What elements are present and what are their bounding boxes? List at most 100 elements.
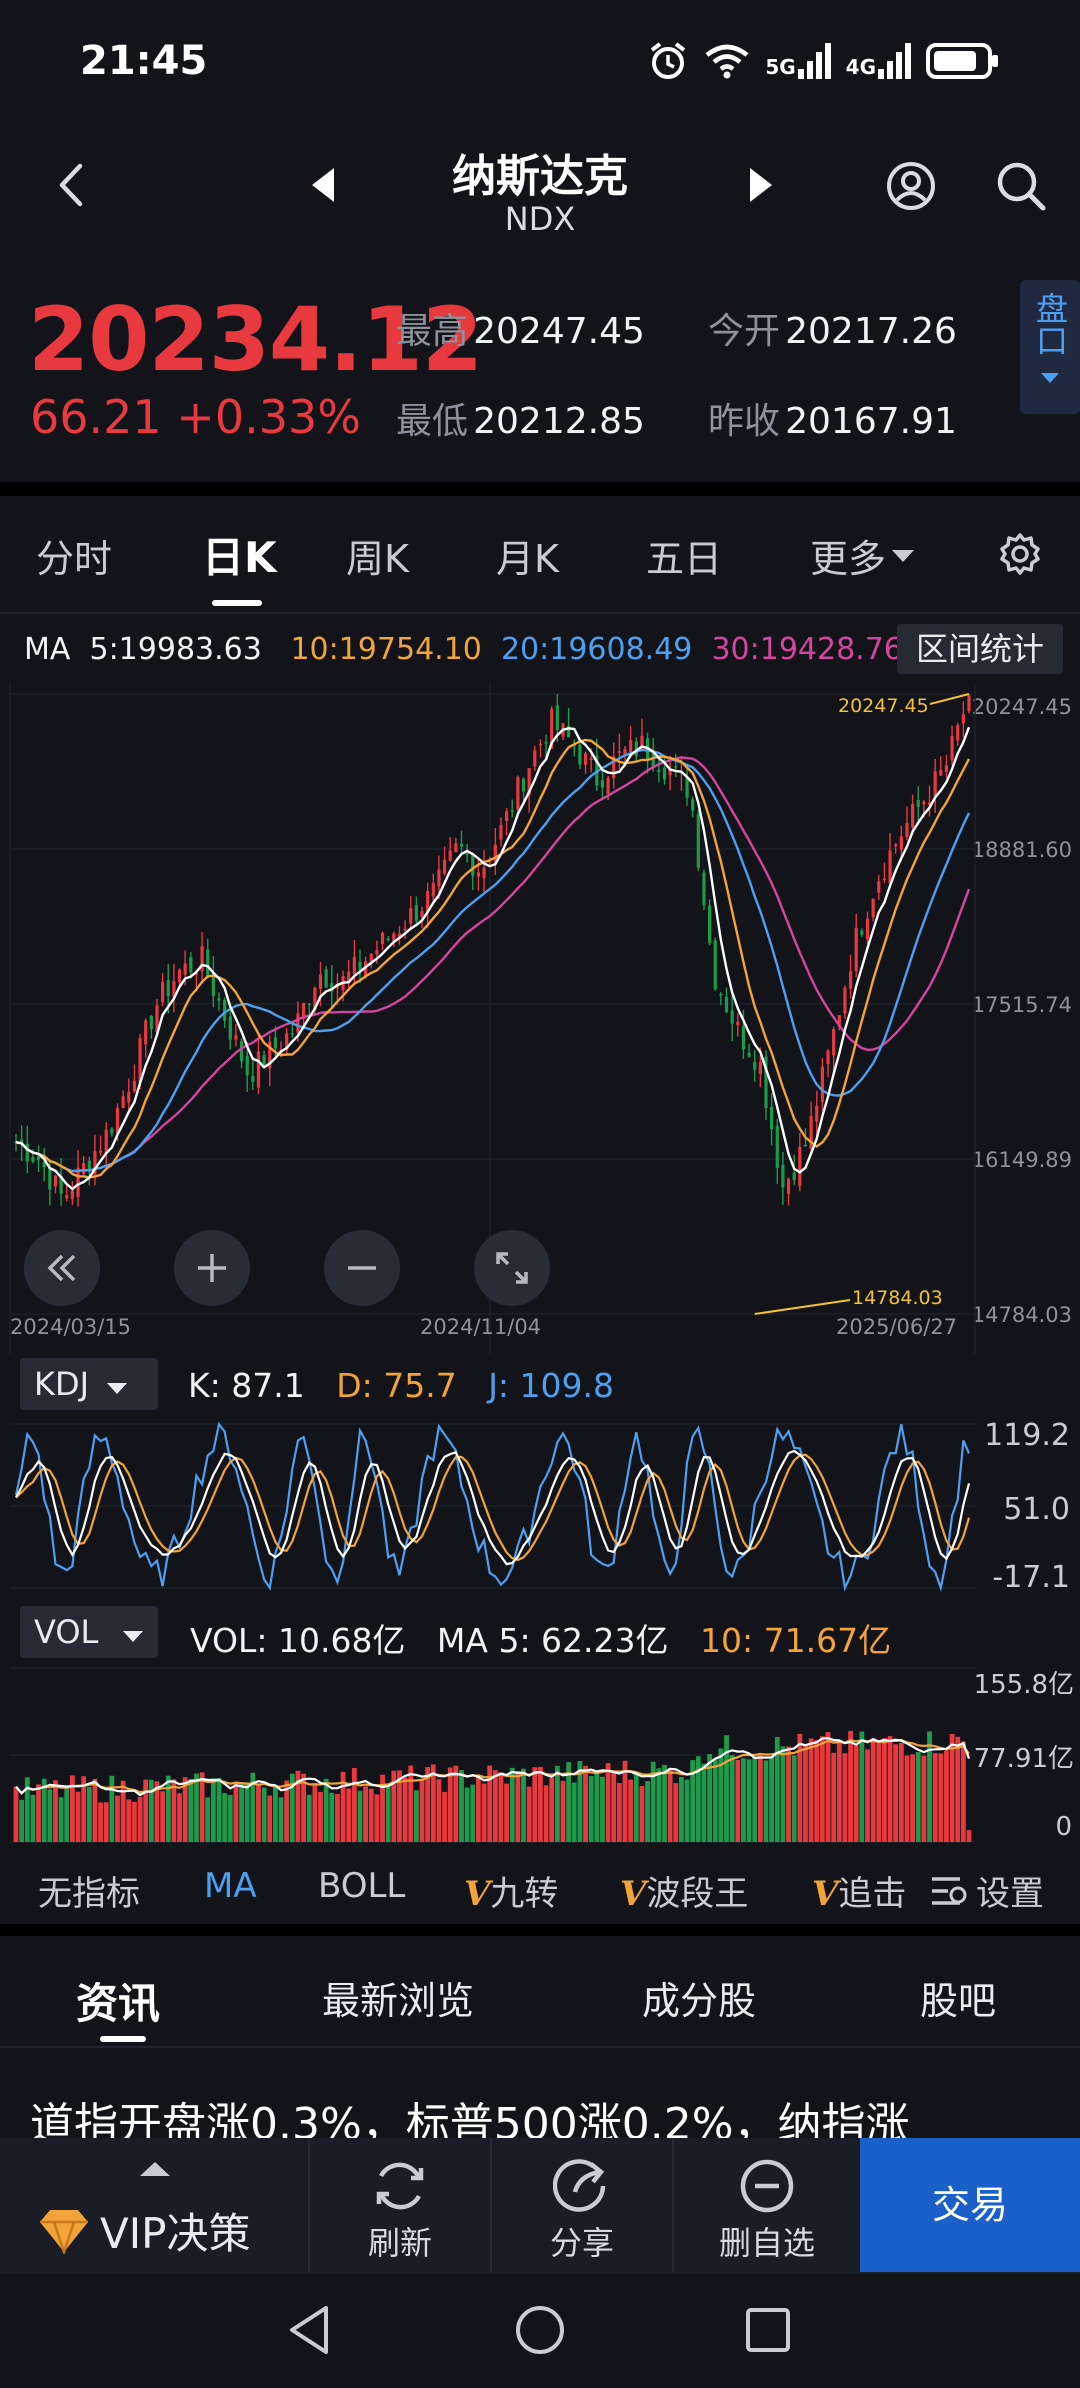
volume-bar xyxy=(205,1797,211,1842)
remove-watchlist-button[interactable]: 删自选 xyxy=(700,2158,834,2264)
candle-body xyxy=(318,974,323,989)
caret-down-icon xyxy=(122,1631,143,1642)
candle-body xyxy=(538,743,543,746)
indicator-settings[interactable]: 设置 xyxy=(930,1866,1044,1915)
nav-home-icon[interactable] xyxy=(514,2304,566,2356)
tab-month-k[interactable]: 月K xyxy=(496,537,559,581)
volume-bar xyxy=(13,1786,19,1842)
share-button[interactable]: 分享 xyxy=(522,2158,642,2264)
candle-body xyxy=(48,1167,52,1190)
indicator-zhuiji[interactable]: V追击 xyxy=(812,1866,906,1915)
volume-bar xyxy=(887,1736,893,1842)
page-title: 纳斯达克 xyxy=(452,151,628,202)
candle-body xyxy=(871,898,875,918)
tab-five-day[interactable]: 五日 xyxy=(646,537,723,581)
y-tick-label: 18881.60 xyxy=(972,838,1072,862)
volume-bar xyxy=(351,1767,357,1842)
account-icon[interactable] xyxy=(885,160,937,212)
network-5g-icon: 5G xyxy=(765,43,831,79)
candle-body xyxy=(927,802,932,805)
volume-bar xyxy=(870,1738,876,1842)
minus-circle-icon xyxy=(740,2159,794,2213)
chevron-up-icon[interactable] xyxy=(140,2160,170,2176)
vol-ma5: MA 5: 62.23亿 xyxy=(436,1621,669,1660)
scroll-left-button[interactable] xyxy=(24,1230,100,1306)
candle-body xyxy=(922,801,926,805)
candle-body xyxy=(809,1116,813,1149)
volume-bar xyxy=(938,1753,944,1842)
trade-button[interactable]: 交易 xyxy=(860,2138,1080,2272)
search-icon[interactable] xyxy=(995,160,1047,212)
candle-body xyxy=(899,836,903,850)
zoom-in-button[interactable] xyxy=(174,1230,250,1306)
high-marker-label: 20247.45 xyxy=(838,695,929,717)
share-label: 分享 xyxy=(549,2224,614,2262)
vip-decision-button[interactable]: VIP决策 xyxy=(38,2200,250,2261)
battery-icon xyxy=(926,43,998,79)
volume-bar xyxy=(120,1780,126,1842)
gear-icon[interactable] xyxy=(998,532,1042,576)
back-icon[interactable] xyxy=(52,160,92,210)
pankou-button[interactable]: 盘口 xyxy=(1020,280,1080,414)
volume-bar xyxy=(848,1730,853,1842)
last-price: 20234.12 xyxy=(28,288,483,391)
volume-bar xyxy=(165,1775,171,1842)
volume-bar xyxy=(735,1759,741,1842)
tab-day-k[interactable]: 日K xyxy=(202,533,277,582)
indicator-ma[interactable]: MA xyxy=(204,1866,257,1906)
plus-icon xyxy=(198,1254,226,1282)
candle-body xyxy=(854,927,858,971)
refresh-button[interactable]: 刷新 xyxy=(340,2158,460,2264)
volume-bar xyxy=(30,1794,36,1842)
volume-bar xyxy=(831,1752,837,1842)
tab-more[interactable]: 更多 xyxy=(810,528,915,583)
volume-bar xyxy=(605,1763,611,1842)
next-stock-icon[interactable] xyxy=(748,168,772,202)
tab-news[interactable]: 资讯 xyxy=(76,1979,161,2028)
settings-sliders-icon xyxy=(932,1876,967,1905)
candle-body xyxy=(944,765,949,773)
candle-body xyxy=(380,932,385,945)
candle-body xyxy=(691,799,695,811)
volume-bar xyxy=(944,1750,949,1842)
volume-bar xyxy=(921,1755,927,1842)
indicator-boduan[interactable]: V波段王 xyxy=(620,1866,748,1915)
vol-selector[interactable]: VOL xyxy=(20,1606,158,1658)
kdj-selector[interactable]: KDJ xyxy=(20,1358,158,1410)
indicator-jiuzhuan[interactable]: V九转 xyxy=(464,1866,558,1915)
candle-body xyxy=(459,843,464,847)
diamond-icon xyxy=(40,2209,88,2254)
candle-body xyxy=(640,735,644,751)
volume-bar xyxy=(633,1772,639,1842)
candle-body xyxy=(815,1105,819,1122)
tab-forum[interactable]: 股吧 xyxy=(920,1979,997,2023)
candle-body xyxy=(301,1002,306,1019)
candle-body xyxy=(493,844,497,863)
candle-body xyxy=(36,1155,41,1161)
candlestick-chart[interactable]: 20247.45 18881.60 17515.74 16149.89 14784.03… xyxy=(0,684,1080,1354)
candle-body xyxy=(82,1163,86,1174)
fullscreen-button[interactable] xyxy=(474,1230,550,1306)
nav-back-icon[interactable] xyxy=(286,2304,332,2356)
indicator-boll[interactable]: BOLL xyxy=(318,1866,406,1906)
candle-body xyxy=(239,1040,244,1062)
candle-body xyxy=(488,860,492,863)
prev-stock-icon[interactable] xyxy=(312,168,336,202)
tab-intraday[interactable]: 分时 xyxy=(36,537,113,581)
tab-recent[interactable]: 最新浏览 xyxy=(322,1979,475,2023)
volume-bar xyxy=(227,1794,233,1842)
candle-body xyxy=(499,824,503,840)
volume-chart[interactable] xyxy=(0,1660,1080,1844)
kdj-chart[interactable] xyxy=(0,1412,1080,1600)
tab-constituents[interactable]: 成分股 xyxy=(642,1979,757,2023)
tab-week-k[interactable]: 周K xyxy=(346,537,409,581)
volume-bar xyxy=(143,1779,149,1842)
candle-body xyxy=(583,753,588,766)
zoom-out-button[interactable] xyxy=(324,1230,400,1306)
volume-bar xyxy=(853,1745,859,1842)
tab-more-label: 更多 xyxy=(810,537,887,581)
nav-recents-icon[interactable] xyxy=(744,2306,792,2354)
volume-bar xyxy=(312,1783,318,1842)
range-stats-button[interactable]: 区间统计 xyxy=(897,624,1063,674)
indicator-none[interactable]: 无指标 xyxy=(38,1874,140,1914)
